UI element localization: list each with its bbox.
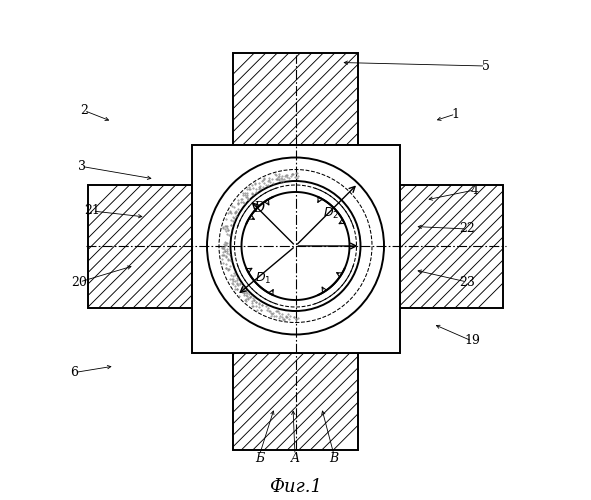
Text: $D_2$: $D_2$ bbox=[323, 206, 340, 221]
Text: 4: 4 bbox=[470, 184, 479, 196]
Text: 5: 5 bbox=[482, 60, 489, 72]
Text: 20: 20 bbox=[72, 276, 87, 288]
Text: 2: 2 bbox=[80, 104, 88, 117]
Text: В: В bbox=[329, 452, 339, 466]
Text: D: D bbox=[254, 202, 265, 215]
Polygon shape bbox=[191, 145, 400, 352]
Text: 22: 22 bbox=[459, 222, 475, 235]
Text: $D_1$: $D_1$ bbox=[255, 271, 271, 286]
Text: Фиг.1: Фиг.1 bbox=[269, 478, 322, 496]
Text: 19: 19 bbox=[464, 334, 480, 347]
Text: 1: 1 bbox=[452, 108, 459, 120]
Text: 21: 21 bbox=[85, 204, 100, 218]
Text: Б: Б bbox=[255, 452, 264, 466]
Text: 3: 3 bbox=[78, 160, 86, 173]
Text: 23: 23 bbox=[459, 276, 475, 288]
Text: A: A bbox=[291, 452, 300, 466]
Text: 6: 6 bbox=[70, 366, 79, 379]
